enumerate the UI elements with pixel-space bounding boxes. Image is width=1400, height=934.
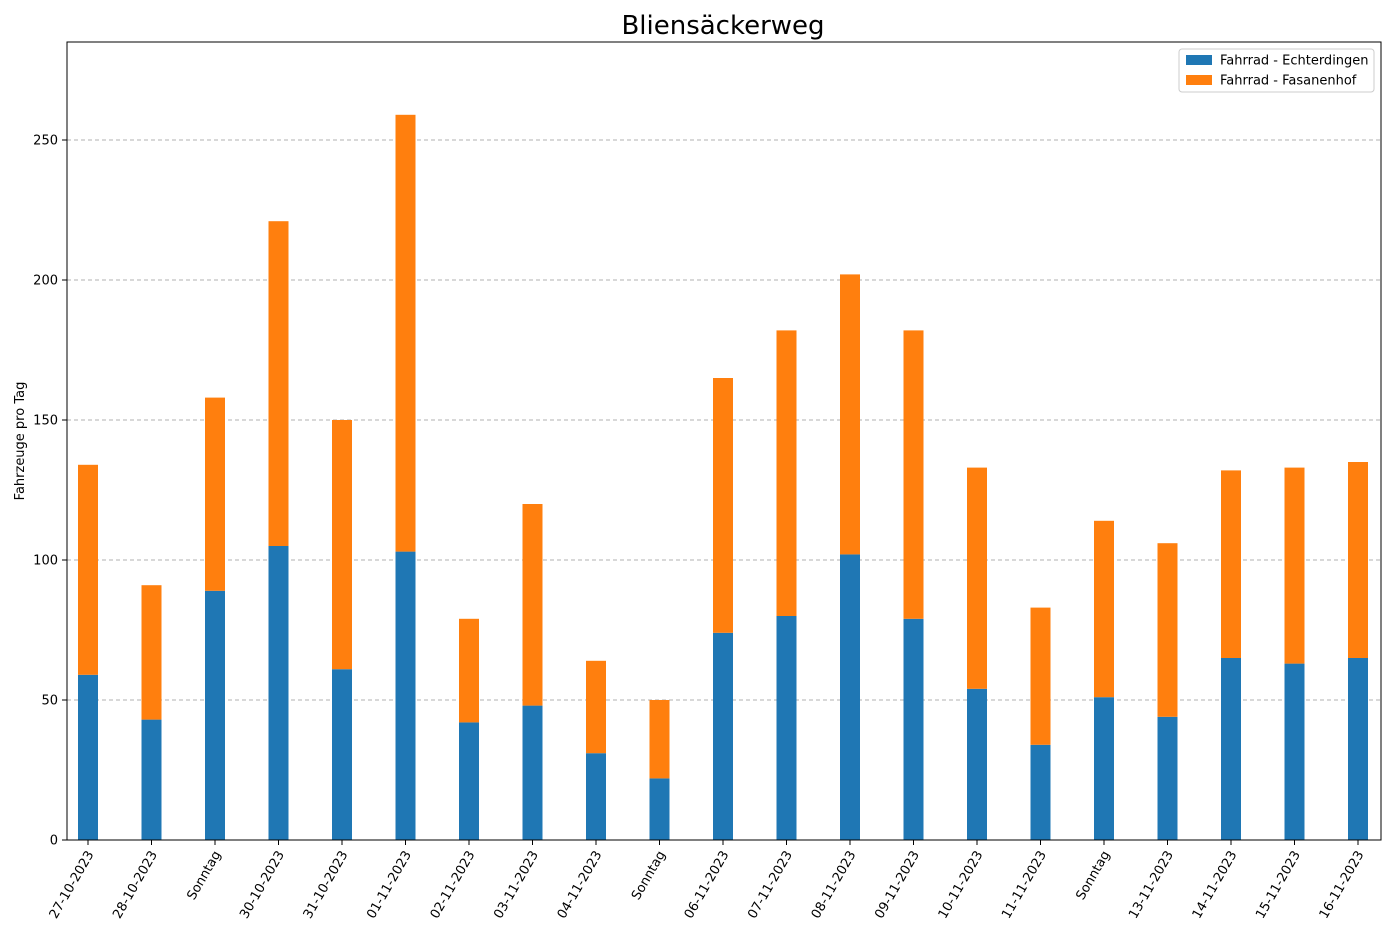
- bar-fasanenhof: [205, 397, 225, 591]
- legend: Fahrrad - Echterdingen Fahrrad - Fasanenh…: [1178, 48, 1375, 93]
- bar-fasanenhof: [1221, 470, 1241, 658]
- bar-fasanenhof: [141, 585, 162, 720]
- legend-box: [1178, 48, 1375, 93]
- x-tick-label: 01-11-2023: [364, 849, 415, 922]
- y-tick-label: 0: [50, 834, 58, 849]
- bar-fasanenhof: [649, 700, 670, 779]
- x-tick-label: 03-11-2023: [491, 849, 542, 922]
- legend-swatch: [1186, 55, 1212, 65]
- bar-echterdingen: [586, 753, 606, 840]
- bar-echterdingen: [1221, 658, 1241, 840]
- y-tick-label: 50: [41, 694, 58, 709]
- bar-echterdingen: [205, 590, 225, 840]
- bar-echterdingen: [459, 722, 479, 840]
- x-tick-label: 14-11-2023: [1190, 849, 1241, 922]
- bar-fasanenhof: [395, 114, 416, 552]
- legend-swatch: [1186, 75, 1212, 85]
- x-tick-label: 11-11-2023: [999, 849, 1050, 922]
- y-axis: 0 50 100 150 200 250: [33, 134, 67, 849]
- bar-echterdingen: [1030, 744, 1051, 840]
- y-tick-label: 250: [33, 134, 58, 149]
- x-tick-label: 06-11-2023: [682, 849, 733, 922]
- bar-echterdingen: [1348, 658, 1368, 840]
- bar-fasanenhof: [1094, 520, 1114, 698]
- bar-echterdingen: [776, 616, 797, 840]
- y-tick-label: 150: [33, 414, 58, 429]
- x-tick-label: 31-10-2023: [301, 849, 352, 922]
- bar-fasanenhof: [713, 378, 733, 633]
- bar-fasanenhof: [967, 467, 987, 689]
- bar-fasanenhof: [1157, 543, 1178, 717]
- x-tick-label: 10-11-2023: [936, 849, 987, 922]
- x-tick-label: 28-10-2023: [110, 849, 161, 922]
- x-tick-label: 08-11-2023: [809, 849, 860, 922]
- y-tick-label: 200: [33, 274, 58, 289]
- bar-echterdingen: [1094, 697, 1114, 840]
- bar-echterdingen: [332, 669, 352, 840]
- bar-fasanenhof: [268, 221, 289, 546]
- bar-echterdingen: [1157, 716, 1178, 840]
- bar-fasanenhof: [522, 504, 543, 706]
- chart-title: Bliensäckerweg: [621, 11, 824, 41]
- bar-fasanenhof: [840, 274, 860, 555]
- legend-label: Fahrrad - Fasanenhof: [1220, 74, 1357, 89]
- x-tick-label: Sonntag: [629, 849, 669, 903]
- bar-fasanenhof: [459, 618, 479, 723]
- plot-frame: [66, 41, 1382, 841]
- bar-echterdingen: [78, 674, 98, 840]
- legend-label: Fahrrad - Echterdingen: [1220, 54, 1369, 69]
- bar-echterdingen: [141, 719, 162, 840]
- bar-fasanenhof: [78, 464, 98, 675]
- bar-echterdingen: [840, 554, 860, 840]
- bar-fasanenhof: [903, 330, 924, 619]
- bar-echterdingen: [1284, 663, 1305, 840]
- bar-fasanenhof: [776, 330, 797, 616]
- bar-fasanenhof: [1348, 462, 1368, 658]
- bar-fasanenhof: [332, 420, 352, 670]
- x-tick-label: 15-11-2023: [1253, 849, 1304, 922]
- x-tick-label: 09-11-2023: [872, 849, 923, 922]
- bar-echterdingen: [649, 778, 670, 840]
- bar-echterdingen: [268, 546, 289, 840]
- bar-echterdingen: [713, 632, 733, 840]
- bar-echterdingen: [395, 551, 416, 840]
- x-axis: 27-10-2023 28-10-2023 Sonntag 30-10-2023 31-…: [47, 840, 1368, 922]
- y-axis-label: Fahrzeuge pro Tag: [13, 382, 28, 501]
- bar-echterdingen: [967, 688, 987, 840]
- x-tick-label: 16-11-2023: [1317, 849, 1368, 922]
- x-tick-label: Sonntag: [184, 849, 224, 903]
- x-tick-label: Sonntag: [1073, 849, 1113, 903]
- bar-fasanenhof: [1030, 607, 1051, 745]
- x-tick-label: 13-11-2023: [1126, 849, 1177, 922]
- bar-fasanenhof: [1284, 467, 1305, 664]
- x-tick-label: 02-11-2023: [428, 849, 479, 922]
- x-tick-label: 04-11-2023: [555, 849, 606, 922]
- bars: [78, 114, 1368, 840]
- x-tick-label: 07-11-2023: [745, 849, 796, 922]
- x-tick-label: 30-10-2023: [237, 849, 288, 922]
- y-tick-label: 100: [33, 554, 58, 569]
- bar-fasanenhof: [586, 660, 606, 754]
- bar-echterdingen: [903, 618, 924, 840]
- bar-echterdingen: [522, 705, 543, 840]
- x-tick-label: 27-10-2023: [47, 849, 98, 922]
